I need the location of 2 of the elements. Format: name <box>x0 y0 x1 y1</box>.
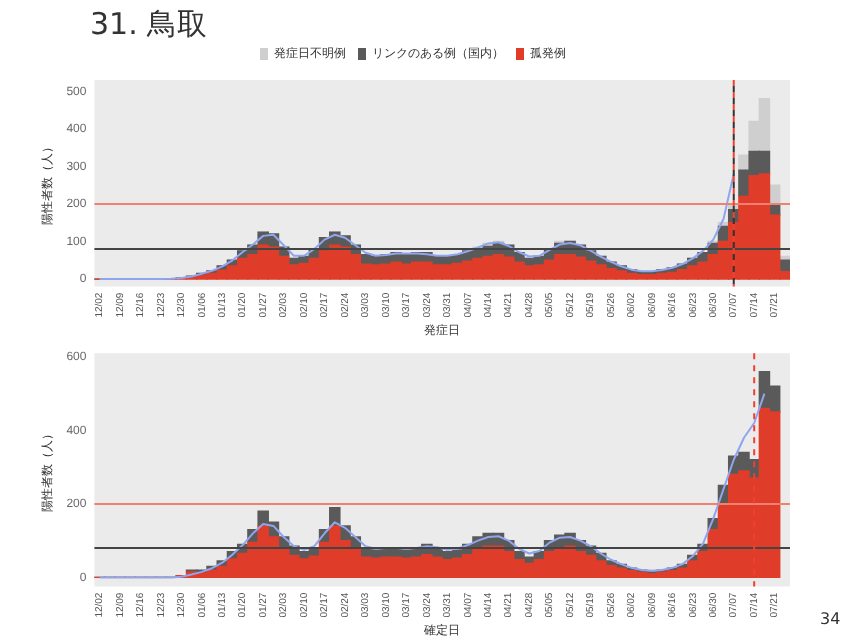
text: 34 <box>820 610 841 628</box>
chart-title: 31. 鳥取 <box>90 6 208 44</box>
